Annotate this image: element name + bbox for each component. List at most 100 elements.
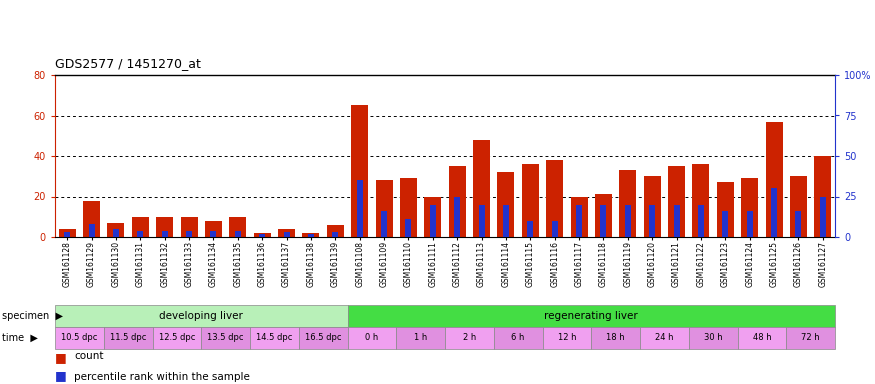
Bar xyxy=(229,217,247,237)
Bar xyxy=(546,160,564,237)
Bar xyxy=(815,156,831,237)
Bar xyxy=(351,105,368,237)
Bar xyxy=(88,224,94,237)
Bar xyxy=(156,217,173,237)
Text: 16.5 dpc: 16.5 dpc xyxy=(304,333,341,343)
Bar xyxy=(528,221,533,237)
Bar xyxy=(592,327,640,349)
Bar xyxy=(211,230,216,237)
Bar xyxy=(308,234,314,237)
Bar xyxy=(692,164,710,237)
Bar xyxy=(454,197,460,237)
Bar xyxy=(668,166,685,237)
Bar xyxy=(137,230,144,237)
Bar xyxy=(180,217,198,237)
Text: 24 h: 24 h xyxy=(655,333,674,343)
Text: 48 h: 48 h xyxy=(752,333,771,343)
Bar xyxy=(108,223,124,237)
Bar xyxy=(738,327,787,349)
Bar xyxy=(674,205,680,237)
Bar xyxy=(55,327,104,349)
Bar xyxy=(771,189,777,237)
Bar xyxy=(400,178,417,237)
Bar xyxy=(375,180,393,237)
Bar xyxy=(570,197,588,237)
Text: 11.5 dpc: 11.5 dpc xyxy=(110,333,146,343)
Bar xyxy=(787,327,835,349)
Bar xyxy=(303,233,319,237)
Bar xyxy=(104,327,152,349)
Bar xyxy=(790,176,807,237)
Bar xyxy=(347,327,396,349)
Bar xyxy=(382,211,387,237)
Text: 2 h: 2 h xyxy=(463,333,476,343)
Text: GDS2577 / 1451270_at: GDS2577 / 1451270_at xyxy=(55,57,201,70)
Bar xyxy=(820,197,826,237)
Text: time  ▶: time ▶ xyxy=(2,333,38,343)
Bar xyxy=(55,305,347,327)
Bar xyxy=(717,182,734,237)
Text: 72 h: 72 h xyxy=(802,333,820,343)
Bar xyxy=(357,180,362,237)
Bar xyxy=(620,170,636,237)
Text: ■: ■ xyxy=(55,351,66,364)
Bar xyxy=(59,229,76,237)
Bar xyxy=(201,327,250,349)
Bar xyxy=(649,205,655,237)
Bar xyxy=(522,164,539,237)
Bar xyxy=(746,211,752,237)
Bar xyxy=(284,232,290,237)
Bar xyxy=(445,327,493,349)
Bar xyxy=(132,217,149,237)
Bar xyxy=(259,234,265,237)
Text: ■: ■ xyxy=(55,369,66,382)
Text: 6 h: 6 h xyxy=(511,333,525,343)
Bar xyxy=(493,327,542,349)
Text: 30 h: 30 h xyxy=(704,333,723,343)
Bar xyxy=(326,225,344,237)
Bar xyxy=(689,327,738,349)
Text: 14.5 dpc: 14.5 dpc xyxy=(256,333,292,343)
Bar xyxy=(795,211,802,237)
Bar xyxy=(347,305,835,327)
Text: 1 h: 1 h xyxy=(414,333,427,343)
Text: percentile rank within the sample: percentile rank within the sample xyxy=(74,372,250,382)
Bar xyxy=(250,327,298,349)
Bar xyxy=(640,327,689,349)
Bar xyxy=(186,230,192,237)
Text: 12.5 dpc: 12.5 dpc xyxy=(158,333,195,343)
Bar xyxy=(298,327,347,349)
Text: count: count xyxy=(74,351,104,361)
Bar xyxy=(766,122,782,237)
Bar xyxy=(449,166,466,237)
Bar xyxy=(278,229,295,237)
Bar xyxy=(113,229,119,237)
Bar xyxy=(332,232,339,237)
Bar xyxy=(600,205,606,237)
Text: regenerating liver: regenerating liver xyxy=(544,311,638,321)
Text: 18 h: 18 h xyxy=(606,333,625,343)
Bar xyxy=(405,219,411,237)
Bar xyxy=(396,327,445,349)
Bar xyxy=(205,221,222,237)
Text: specimen  ▶: specimen ▶ xyxy=(2,311,63,321)
Bar xyxy=(552,221,557,237)
Bar xyxy=(698,205,704,237)
Bar xyxy=(234,230,241,237)
Bar xyxy=(152,327,201,349)
Bar xyxy=(595,194,612,237)
Bar xyxy=(162,230,168,237)
Text: 13.5 dpc: 13.5 dpc xyxy=(207,333,244,343)
Bar xyxy=(625,205,631,237)
Text: developing liver: developing liver xyxy=(159,311,243,321)
Bar xyxy=(723,211,728,237)
Bar xyxy=(503,205,509,237)
Bar xyxy=(644,176,661,237)
Text: 10.5 dpc: 10.5 dpc xyxy=(61,333,98,343)
Bar xyxy=(497,172,514,237)
Bar xyxy=(424,197,441,237)
Bar xyxy=(430,205,436,237)
Bar xyxy=(64,232,70,237)
Text: 0 h: 0 h xyxy=(365,333,379,343)
Bar xyxy=(254,233,270,237)
